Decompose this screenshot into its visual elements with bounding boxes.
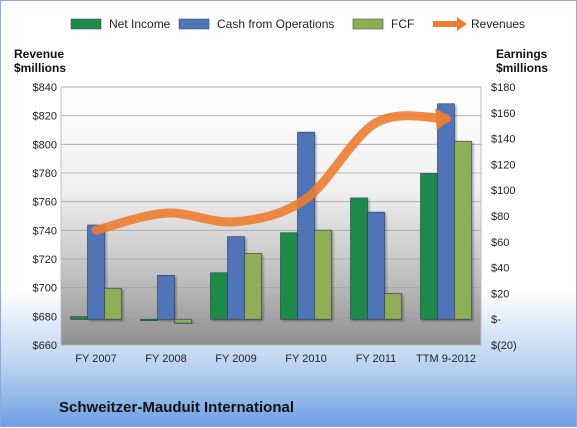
- left-tick-label: $800: [33, 139, 57, 151]
- x-tick-label: FY 2009: [215, 353, 256, 365]
- x-tick-label: FY 2010: [285, 353, 326, 365]
- right-tick-label: $140: [491, 134, 515, 146]
- bar-fcf: [314, 229, 332, 320]
- right-tick-label: $180: [491, 82, 515, 94]
- right-tick-label: $100: [491, 185, 515, 197]
- legend-label-fcf: FCF: [391, 17, 414, 31]
- x-tick-label: FY 2008: [145, 353, 186, 365]
- right-axis-title: Earnings $millions: [496, 47, 549, 75]
- bar-fcf: [104, 287, 122, 320]
- bar-cash-from-operations: [87, 224, 105, 320]
- left-tick-label: $840: [33, 82, 57, 94]
- x-tick-label: TTM 9-2012: [416, 353, 476, 365]
- right-tick-label: $40: [491, 263, 509, 275]
- right-tick-label: $160: [491, 108, 515, 120]
- x-tick-label: FY 2007: [75, 353, 116, 365]
- bar-net-income: [210, 272, 228, 320]
- right-tick-label: $20: [491, 288, 509, 300]
- legend-swatch-arrow: [457, 17, 467, 31]
- revenue-arrowhead: [435, 108, 452, 131]
- left-tick-label: $680: [33, 311, 57, 323]
- bar-net-income: [70, 316, 88, 320]
- bar-cash-from-operations: [157, 275, 175, 320]
- legend-label-net-income: Net Income: [109, 17, 171, 31]
- legend-swatch-fcf: [352, 18, 384, 30]
- bar-cash-from-operations: [227, 236, 245, 320]
- bar-net-income: [280, 232, 298, 320]
- revenue-line: [91, 111, 451, 235]
- bar-cash-from-operations: [367, 211, 385, 320]
- left-tick-label: $820: [33, 111, 57, 123]
- right-tick-label: $(20): [491, 340, 517, 352]
- bar-fcf: [384, 293, 402, 320]
- company-title: Schweitzer-Mauduit International: [59, 399, 295, 416]
- left-tick-label: $760: [33, 197, 57, 209]
- bar-net-income: [140, 318, 158, 322]
- bar-fcf: [174, 318, 192, 324]
- bar-fcf: [244, 253, 262, 320]
- left-tick-label: $780: [33, 168, 57, 180]
- right-tick-label: $80: [491, 211, 509, 223]
- left-tick-label: $720: [33, 254, 57, 266]
- bar-net-income: [420, 173, 438, 320]
- bar-fcf: [454, 140, 472, 320]
- right-tick-label: $-: [491, 314, 501, 326]
- bar-cash-from-operations: [437, 103, 455, 320]
- legend-label-revenues: Revenues: [471, 17, 525, 31]
- left-tick-label: $700: [33, 283, 57, 295]
- right-tick-label: $120: [491, 159, 515, 171]
- legend-swatch-net-income: [70, 18, 102, 30]
- left-axis-title: Revenue $millions: [14, 47, 67, 75]
- left-tick-label: $660: [33, 340, 57, 352]
- x-tick-label: FY 2011: [356, 353, 397, 365]
- legend-label-cash-from-operations: Cash from Operations: [217, 17, 334, 31]
- bar-cash-from-operations: [297, 131, 315, 320]
- left-tick-label: $740: [33, 225, 57, 237]
- bar-net-income: [350, 197, 368, 320]
- legend-swatch-cash-from-operations: [178, 18, 210, 30]
- right-tick-label: $60: [491, 237, 509, 249]
